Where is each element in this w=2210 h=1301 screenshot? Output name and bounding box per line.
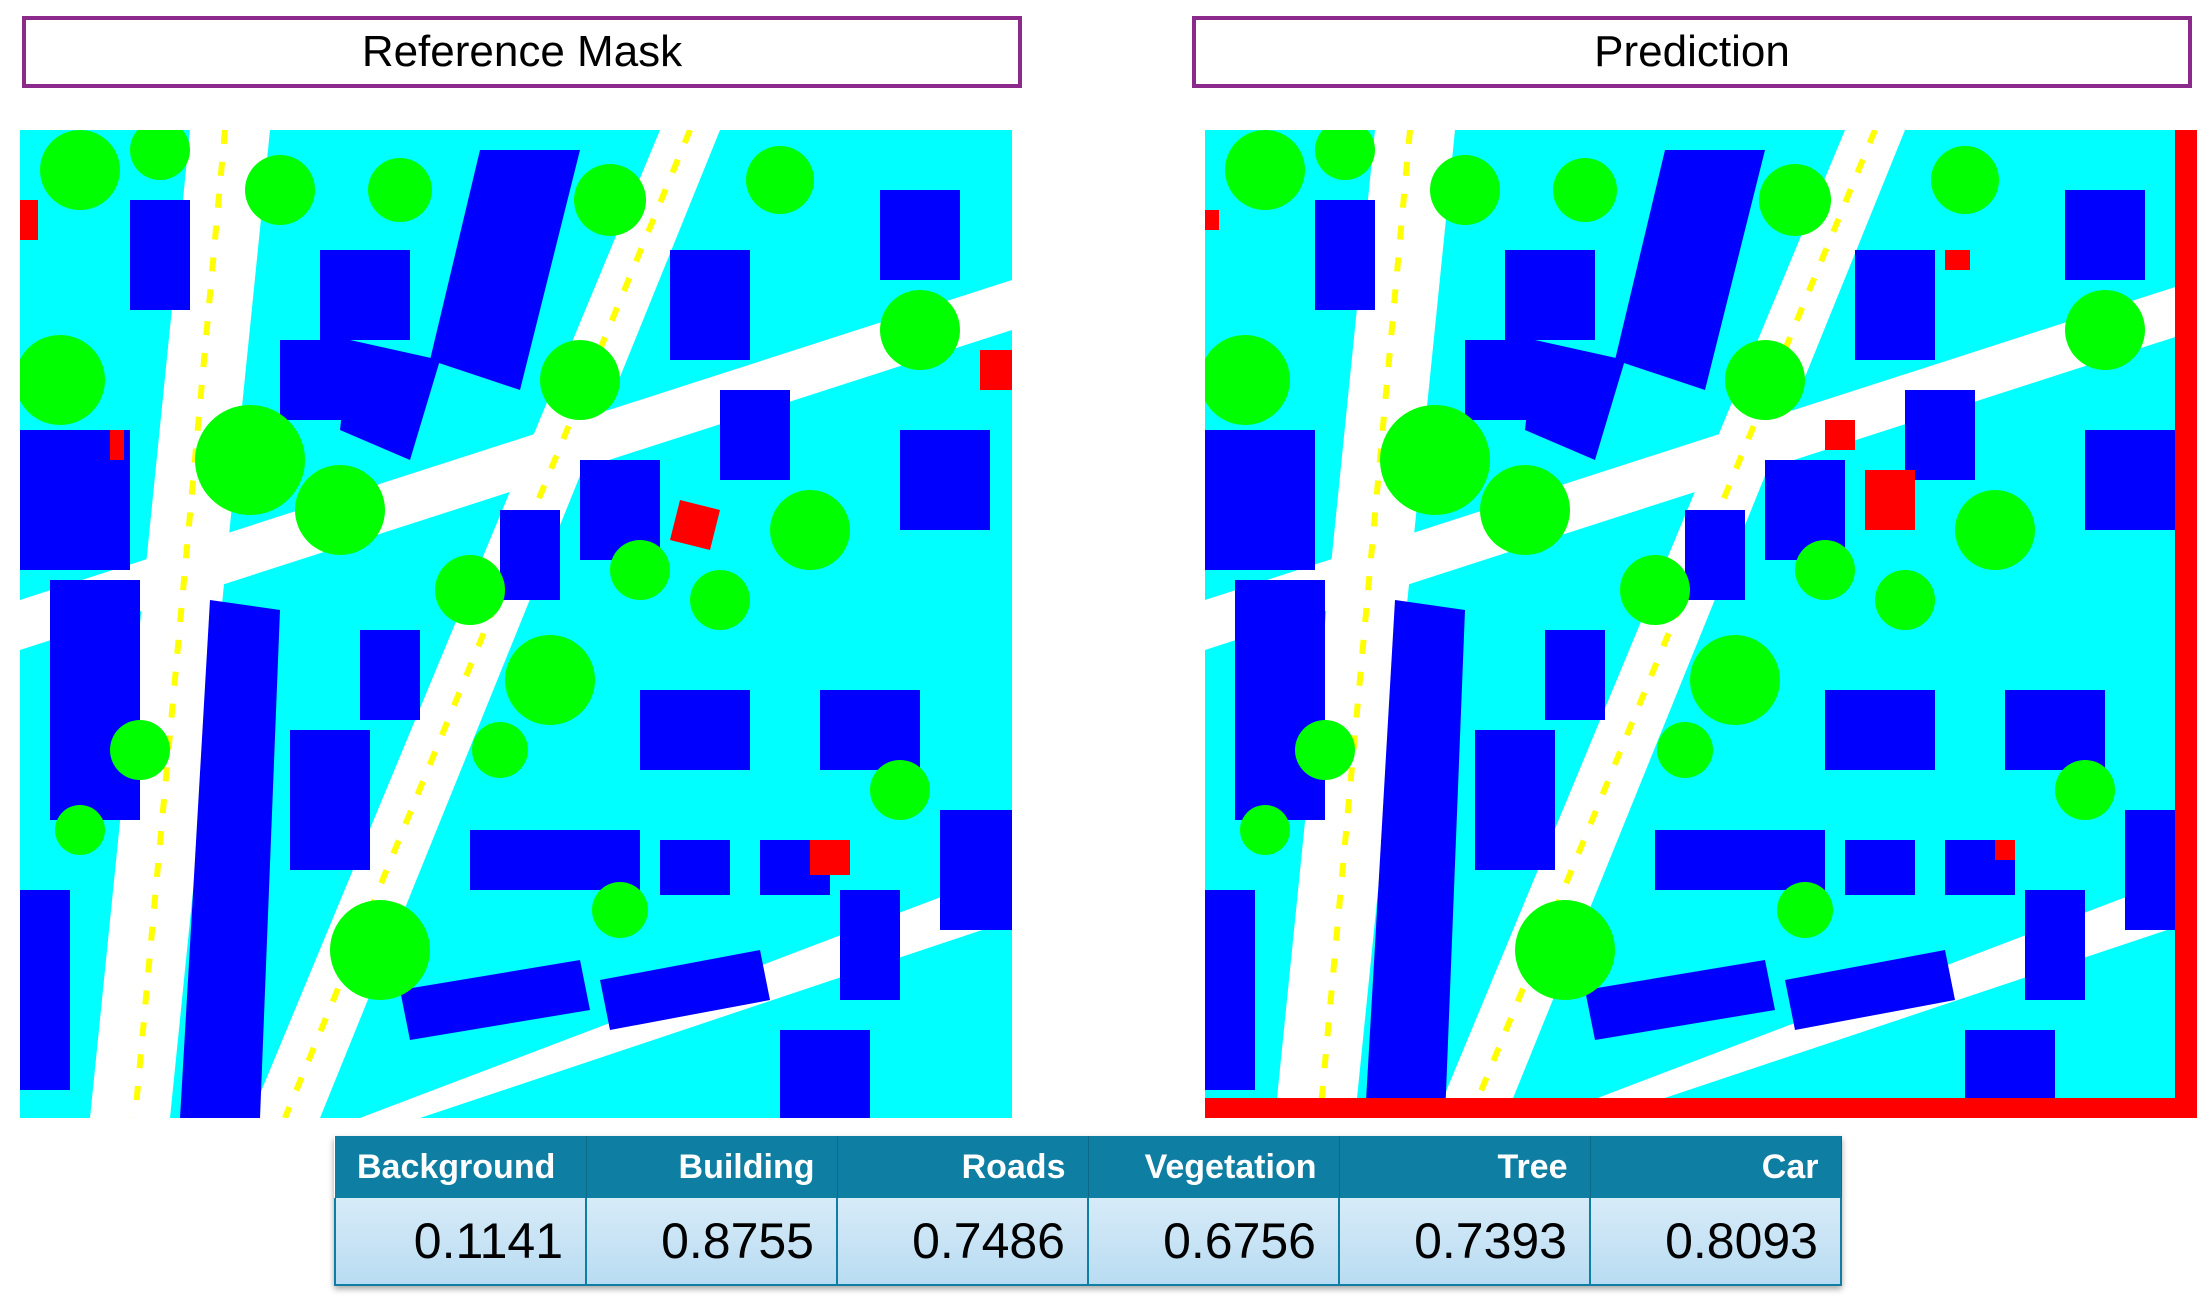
- header-roads: Roads: [837, 1136, 1089, 1198]
- metrics-table: Background Building Roads Vegetation Tre…: [334, 1136, 1842, 1286]
- metrics-value-row: 0.1141 0.8755 0.7486 0.6756 0.7393 0.809…: [334, 1198, 1842, 1286]
- value-car: 0.8093: [1590, 1198, 1842, 1286]
- reference-mask-title: Reference Mask: [22, 16, 1022, 88]
- reference-mask-image: [20, 130, 1012, 1118]
- prediction-drawing: [1205, 130, 2197, 1118]
- header-vegetation: Vegetation: [1088, 1136, 1340, 1198]
- header-building: Building: [586, 1136, 838, 1198]
- value-vegetation: 0.6756: [1088, 1198, 1340, 1286]
- value-background: 0.1141: [334, 1198, 587, 1286]
- header-tree: Tree: [1339, 1136, 1591, 1198]
- header-car: Car: [1590, 1136, 1842, 1198]
- value-roads: 0.7486: [837, 1198, 1089, 1286]
- value-tree: 0.7393: [1339, 1198, 1591, 1286]
- prediction-image: [1205, 130, 2197, 1118]
- prediction-title: Prediction: [1192, 16, 2192, 88]
- value-building: 0.8755: [586, 1198, 838, 1286]
- header-background: Background: [335, 1136, 587, 1198]
- metrics-header-row: Background Building Roads Vegetation Tre…: [335, 1136, 1842, 1198]
- reference-mask-drawing: [20, 130, 1012, 1118]
